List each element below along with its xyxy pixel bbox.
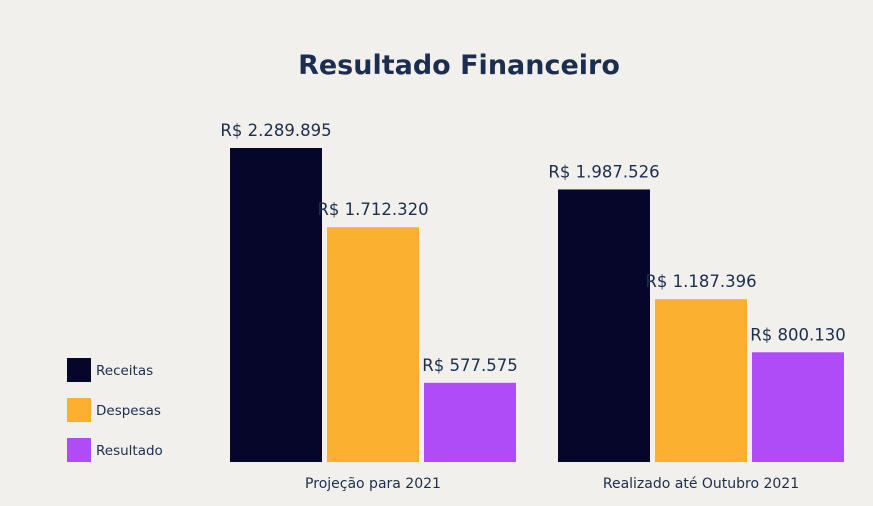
legend-swatch-resultado bbox=[67, 438, 91, 462]
category-label-2: Realizado até Outubro 2021 bbox=[603, 476, 799, 492]
value-label-resultado-2: R$ 800.130 bbox=[750, 325, 845, 344]
legend-label-receitas: Receitas bbox=[96, 363, 153, 379]
value-label-receitas-2: R$ 1.987.526 bbox=[548, 162, 659, 181]
legend: Receitas Despesas Resultado bbox=[67, 358, 163, 462]
bar-despesas-2 bbox=[655, 299, 747, 462]
bar-despesas-1 bbox=[327, 227, 419, 462]
value-label-receitas-1: R$ 2.289.895 bbox=[220, 121, 331, 140]
value-label-resultado-1: R$ 577.575 bbox=[422, 356, 517, 375]
category-labels-group: Projeção para 2021 Realizado até Outubro … bbox=[305, 476, 799, 492]
value-label-despesas-1: R$ 1.712.320 bbox=[317, 200, 428, 219]
legend-label-resultado: Resultado bbox=[96, 443, 163, 459]
chart-title: Resultado Financeiro bbox=[298, 50, 620, 81]
value-label-despesas-2: R$ 1.187.396 bbox=[645, 272, 756, 291]
legend-label-despesas: Despesas bbox=[96, 403, 161, 419]
bars-group bbox=[230, 148, 844, 462]
value-labels-group: R$ 2.289.895 R$ 1.712.320 R$ 577.575 R$ 1.9… bbox=[220, 121, 845, 375]
bar-resultado-1 bbox=[424, 382, 516, 462]
bar-receitas-2 bbox=[558, 189, 650, 462]
bar-receitas-1 bbox=[230, 148, 322, 462]
category-label-1: Projeção para 2021 bbox=[305, 476, 441, 492]
bar-resultado-2 bbox=[752, 352, 844, 462]
legend-swatch-receitas bbox=[67, 358, 91, 382]
legend-swatch-despesas bbox=[67, 398, 91, 422]
